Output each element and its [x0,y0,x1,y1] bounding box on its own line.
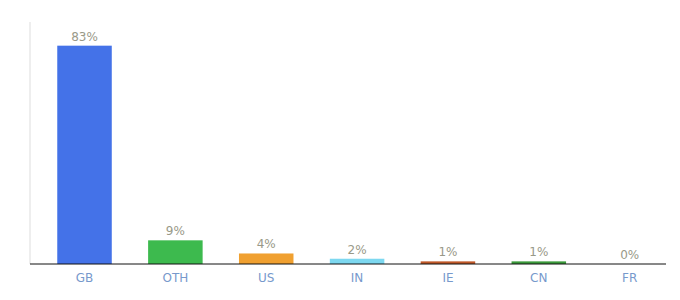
data-label: 0% [620,248,639,262]
bar [239,253,294,264]
background [0,0,680,300]
chart-container: 83% 9% 4% 2% 1% 1% 0% GB OTH US IN IE CN FR [0,0,680,300]
x-tick-labels: GB OTH US IN IE CN FR [76,271,638,285]
x-tick-label: GB [76,271,94,285]
data-label: 83% [71,30,98,44]
x-tick-label: FR [622,271,637,285]
y-axis-line [30,22,31,264]
chart-svg: 83% 9% 4% 2% 1% 1% 0% GB OTH US IN IE CN FR [0,0,680,300]
x-tick-label: IN [351,271,364,285]
data-labels: 83% 9% 4% 2% 1% 1% 0% [71,30,639,262]
data-label: 2% [348,243,367,257]
data-label: 4% [257,237,276,251]
bar [57,46,112,264]
x-tick-label: US [258,271,274,285]
bar [148,240,203,264]
x-tick-label: IE [442,271,453,285]
x-axis-line [30,264,666,265]
bar [330,259,385,264]
data-label: 1% [529,245,548,259]
data-label: 9% [166,224,185,238]
data-label: 1% [438,245,457,259]
x-tick-label: CN [530,271,547,285]
bars [57,46,566,264]
x-tick-label: OTH [162,271,188,285]
